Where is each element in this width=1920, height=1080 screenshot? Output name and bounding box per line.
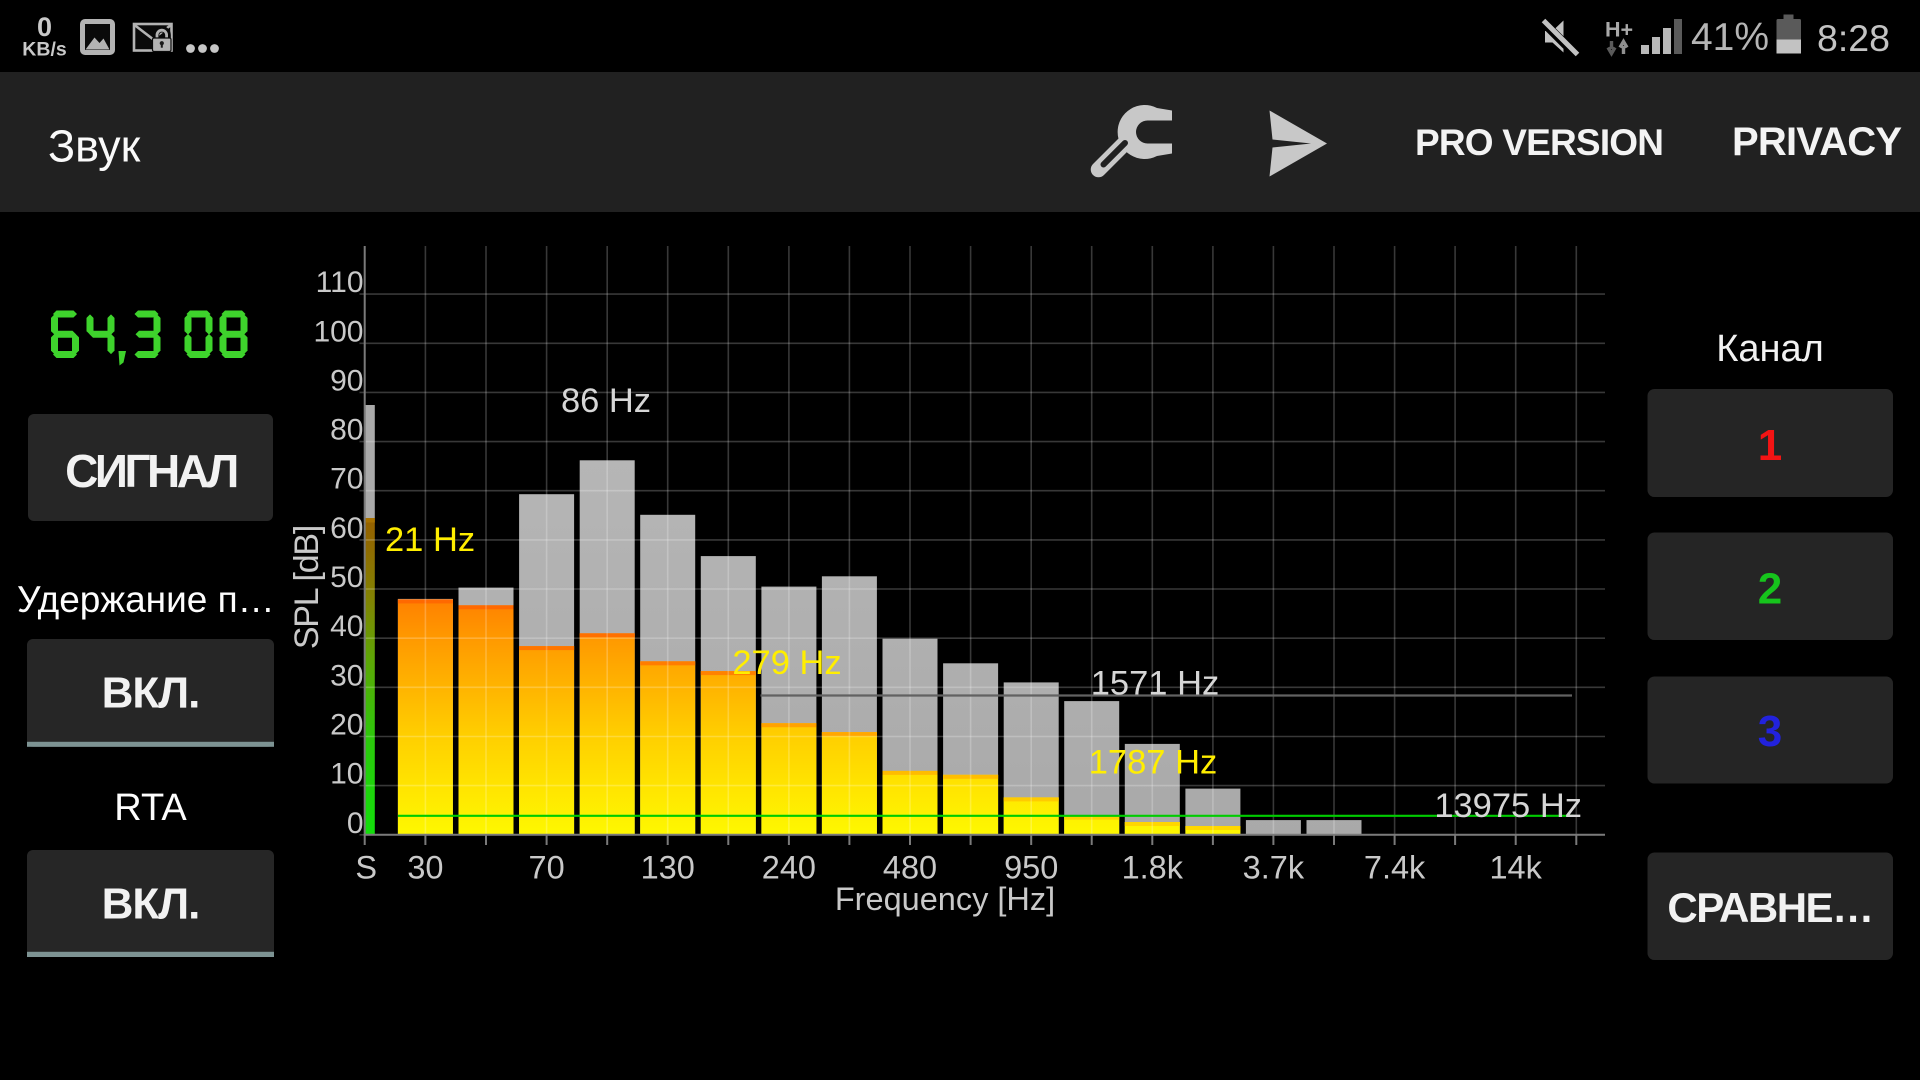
svg-text:70: 70 <box>330 463 363 496</box>
svg-text:ВКЛ.: ВКЛ. <box>102 880 200 929</box>
svg-text:70: 70 <box>529 849 565 885</box>
svg-text:14k: 14k <box>1489 849 1542 885</box>
svg-text:2: 2 <box>1758 565 1782 614</box>
svg-text:40: 40 <box>330 610 363 643</box>
svg-text:1571 Hz: 1571 Hz <box>1091 665 1220 703</box>
svg-text:PRIVACY: PRIVACY <box>1732 120 1902 164</box>
svg-text:1: 1 <box>1758 421 1782 470</box>
svg-text:Канал: Канал <box>1716 328 1824 370</box>
svg-text:90: 90 <box>330 364 363 397</box>
svg-text:30: 30 <box>407 849 443 885</box>
svg-text:1787 Hz: 1787 Hz <box>1089 744 1218 782</box>
svg-text:279 Hz: 279 Hz <box>732 644 841 682</box>
svg-text:13975 Hz: 13975 Hz <box>1434 787 1582 825</box>
svg-text:СРАВНЕ…: СРАВНЕ… <box>1667 884 1872 931</box>
svg-text:20: 20 <box>330 709 363 742</box>
svg-text:KB/s: KB/s <box>22 39 67 61</box>
svg-text:8:28: 8:28 <box>1817 17 1890 59</box>
svg-text:86 Hz: 86 Hz <box>561 382 651 420</box>
svg-text:Звук: Звук <box>48 121 141 172</box>
svg-text:0: 0 <box>347 807 364 840</box>
svg-text:3: 3 <box>1758 707 1782 756</box>
svg-text:21 Hz: 21 Hz <box>385 521 475 559</box>
svg-text:7.4k: 7.4k <box>1364 849 1426 885</box>
svg-text:1.8k: 1.8k <box>1122 849 1184 885</box>
svg-text:RTA: RTA <box>114 787 187 829</box>
svg-text:10: 10 <box>330 758 363 791</box>
svg-text:ВКЛ.: ВКЛ. <box>102 669 200 718</box>
svg-text:СИГНАЛ: СИГНАЛ <box>65 445 237 497</box>
svg-text:3.7k: 3.7k <box>1243 849 1305 885</box>
svg-text:240: 240 <box>762 849 816 885</box>
svg-text:Удержание п…: Удержание п… <box>17 579 275 620</box>
svg-text:Frequency [Hz]: Frequency [Hz] <box>835 881 1055 917</box>
svg-text:S: S <box>355 849 377 885</box>
svg-text:30: 30 <box>330 659 363 692</box>
svg-text:950: 950 <box>1004 849 1058 885</box>
svg-text:SPL [dB]: SPL [dB] <box>288 526 326 649</box>
svg-text:130: 130 <box>641 849 695 885</box>
svg-text:60: 60 <box>330 512 363 545</box>
svg-text:H+: H+ <box>1605 18 1633 42</box>
svg-text:80: 80 <box>330 414 363 447</box>
svg-text:50: 50 <box>330 561 363 594</box>
svg-text:41%: 41% <box>1691 16 1769 59</box>
svg-text:100: 100 <box>313 315 363 348</box>
svg-text:PRO VERSION: PRO VERSION <box>1415 122 1663 163</box>
svg-text:110: 110 <box>316 266 364 299</box>
svg-text:480: 480 <box>883 849 937 885</box>
svg-text:0: 0 <box>37 12 52 42</box>
